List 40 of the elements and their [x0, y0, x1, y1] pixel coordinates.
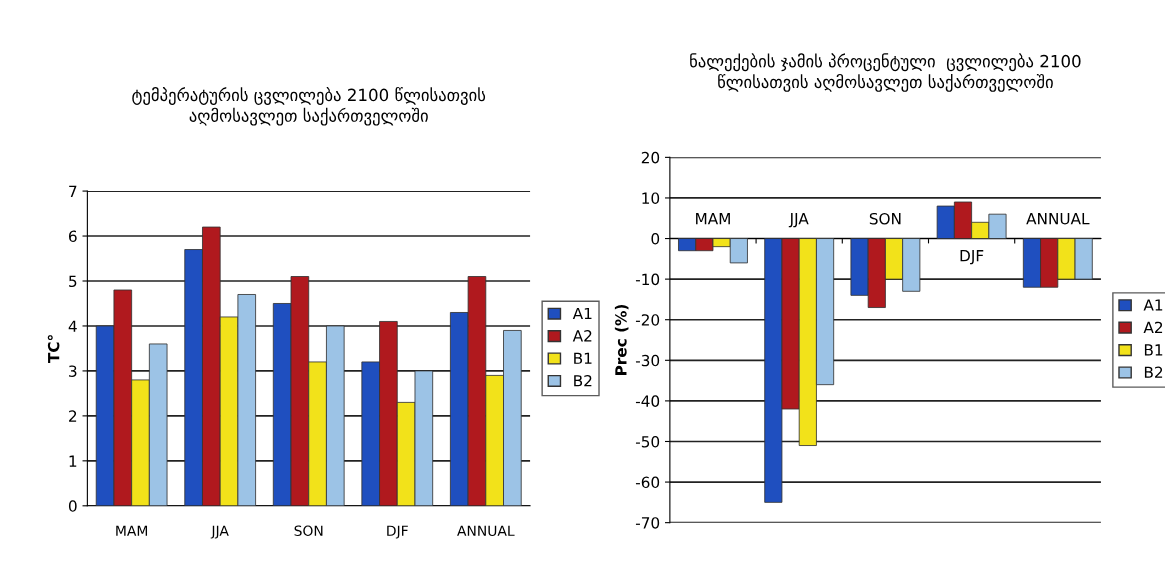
y-tick-label: -60	[635, 476, 660, 489]
x-tick-label: ANNUAL	[457, 525, 515, 536]
y-tick-label: -10	[635, 273, 660, 286]
y-tick-label: 0	[68, 500, 77, 512]
y-tick-label: -70	[635, 517, 660, 529]
legend-label: B2	[574, 374, 592, 387]
x-tick-label: DJF	[960, 250, 984, 265]
legend-label: B1	[1144, 344, 1163, 356]
x-tick-label: DJF	[387, 525, 408, 539]
x-tick-label: JJA	[210, 525, 229, 539]
y-tick-label: 3	[69, 365, 77, 377]
y-tick-label: 1	[69, 455, 77, 467]
y-tick-label: 4	[68, 320, 77, 332]
y-tick-label: 7	[69, 185, 77, 197]
x-tick-label: SON	[294, 525, 323, 536]
y-tick-label: 10	[642, 192, 660, 204]
legend-label: A2	[572, 330, 592, 342]
legend-label: B1	[574, 352, 592, 364]
y-axis-title: TC°	[47, 335, 60, 363]
y-tick-label: -50	[635, 435, 660, 448]
y-tick-label: 6	[69, 230, 77, 243]
x-tick-label: SON	[869, 212, 901, 225]
y-tick-label: -20	[635, 314, 660, 326]
y-tick-label: 0	[651, 233, 660, 245]
legend-label: A1	[572, 307, 592, 320]
chart-title: ტემპერატურის ცვლილება 2100 წლისათვის აღმოსავლეთ საქართველოში	[132, 87, 486, 126]
y-tick-label: 20	[641, 151, 660, 164]
legend-label: B2	[1144, 366, 1163, 378]
y-tick-label: -40	[635, 395, 660, 407]
chart-title: ნალექების ჯამის პროცენტული ცვლილება 2100 წლისათვის აღმოსავლეთ საქართველოში	[690, 53, 1081, 92]
legend-label: A2	[1143, 321, 1163, 334]
y-axis-title: Prec (%)	[614, 304, 629, 375]
x-tick-label: MAM	[116, 525, 148, 536]
x-tick-label: ANNUAL	[1026, 213, 1090, 225]
x-tick-label: JJA	[788, 213, 809, 228]
y-tick-label: -30	[635, 354, 660, 367]
y-tick-label: 5	[69, 275, 77, 288]
legend-label: A1	[1143, 299, 1163, 311]
y-tick-label: 2	[69, 410, 77, 422]
x-tick-label: MAM	[696, 213, 730, 225]
